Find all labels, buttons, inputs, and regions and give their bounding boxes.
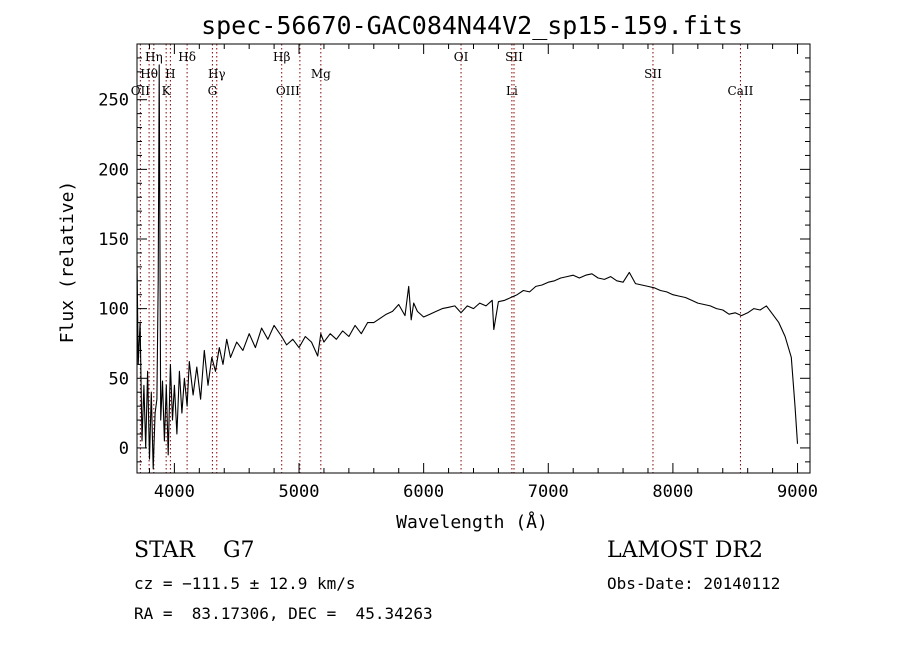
spectral-line-label: K: [162, 84, 172, 98]
spectral-line-label: SII: [644, 67, 662, 81]
plot-frame: [136, 43, 811, 474]
y-tick-label: 0: [119, 439, 129, 459]
spectral-line-label: Hγ: [208, 67, 226, 81]
y-axis-label: Flux (relative): [57, 181, 78, 344]
spectral-line-label: OIII: [276, 84, 300, 98]
spectral-line-label: Mg: [311, 67, 331, 81]
spectral-line-label: OI: [454, 50, 469, 64]
x-tick-label: 8000: [652, 482, 693, 502]
coordinates-text: RA = 83.17306, DEC = 45.34263: [134, 604, 433, 623]
x-tick-label: 9000: [777, 482, 818, 502]
y-tick-label: 100: [98, 300, 129, 320]
chart-title: spec-56670-GAC084N44V2_sp15-159.fits: [201, 11, 743, 40]
obs-date-text: Obs-Date: 20140112: [607, 574, 781, 593]
spectral-line-label: CaII: [728, 84, 754, 98]
x-axis: 4000 5000 6000 7000 8000 9000: [148, 44, 818, 502]
spectral-line-label: Hδ: [178, 50, 196, 64]
line-markers: [139, 44, 741, 473]
x-tick-label: 5000: [279, 482, 320, 502]
spectral-line-label: Hθ: [140, 67, 158, 81]
y-tick-label: 50: [109, 369, 129, 389]
spectral-line-label: Hβ: [273, 50, 290, 64]
x-tick-label: 6000: [403, 482, 444, 502]
x-tick-label: 7000: [528, 482, 569, 502]
survey-name-text: LAMOST DR2: [607, 538, 763, 563]
x-axis-label: Wavelength (Å): [396, 511, 548, 533]
y-tick-label: 150: [98, 230, 129, 250]
spectral-line-label: SII: [505, 50, 523, 64]
spectral-line-label: Hη: [145, 50, 163, 64]
spectral-line-label: Li: [506, 84, 518, 98]
spectral-line-label: H: [165, 67, 175, 81]
object-class-text: STAR G7: [134, 538, 255, 563]
x-tick-label: 4000: [154, 482, 195, 502]
redshift-text: cz = −111.5 ± 12.9 km/s: [134, 574, 356, 593]
y-tick-label: 250: [98, 91, 129, 111]
spectral-line-label: G: [208, 84, 218, 98]
spectral-line-label: OII: [131, 84, 151, 98]
spectrum-series-line: [136, 64, 799, 470]
y-tick-label: 200: [98, 160, 129, 180]
y-axis: 0 50 100 150 200 250: [98, 57, 810, 463]
